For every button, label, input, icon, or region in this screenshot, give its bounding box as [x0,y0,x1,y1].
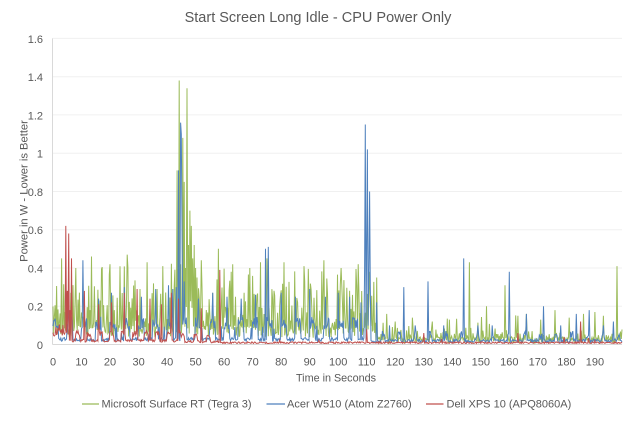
svg-text:80: 80 [275,357,287,369]
svg-text:0: 0 [50,357,56,369]
svg-text:Acer W510 (Atom Z2760): Acer W510 (Atom Z2760) [287,399,412,411]
svg-text:190: 190 [586,357,604,369]
svg-text:0.2: 0.2 [28,302,43,314]
svg-text:100: 100 [329,357,347,369]
svg-text:0.4: 0.4 [28,264,43,276]
svg-text:Time in Seconds: Time in Seconds [296,373,377,385]
svg-text:70: 70 [246,357,258,369]
svg-text:20: 20 [104,357,116,369]
svg-text:90: 90 [304,357,316,369]
svg-text:10: 10 [75,357,87,369]
svg-text:120: 120 [386,357,404,369]
svg-text:Power in W - Lower is Better: Power in W - Lower is Better [19,120,31,262]
svg-text:Start Screen Long Idle - CPU P: Start Screen Long Idle - CPU Power Only [185,10,453,26]
svg-text:110: 110 [358,357,376,369]
svg-text:30: 30 [132,357,144,369]
svg-text:130: 130 [415,357,433,369]
svg-text:0.6: 0.6 [28,225,43,237]
svg-text:40: 40 [161,357,173,369]
svg-text:60: 60 [218,357,230,369]
svg-text:140: 140 [443,357,461,369]
svg-text:150: 150 [472,357,490,369]
svg-text:160: 160 [500,357,518,369]
svg-text:0: 0 [37,340,43,352]
svg-text:0.8: 0.8 [28,187,43,199]
svg-text:50: 50 [189,357,201,369]
svg-text:Dell XPS 10 (APQ8060A): Dell XPS 10 (APQ8060A) [447,399,572,411]
svg-text:180: 180 [557,357,575,369]
svg-text:170: 170 [529,357,547,369]
svg-text:1.6: 1.6 [28,34,43,46]
svg-text:1.4: 1.4 [28,72,43,84]
svg-text:1.2: 1.2 [28,110,43,122]
svg-text:Microsoft Surface RT (Tegra 3): Microsoft Surface RT (Tegra 3) [102,399,252,411]
svg-text:1: 1 [37,149,43,161]
